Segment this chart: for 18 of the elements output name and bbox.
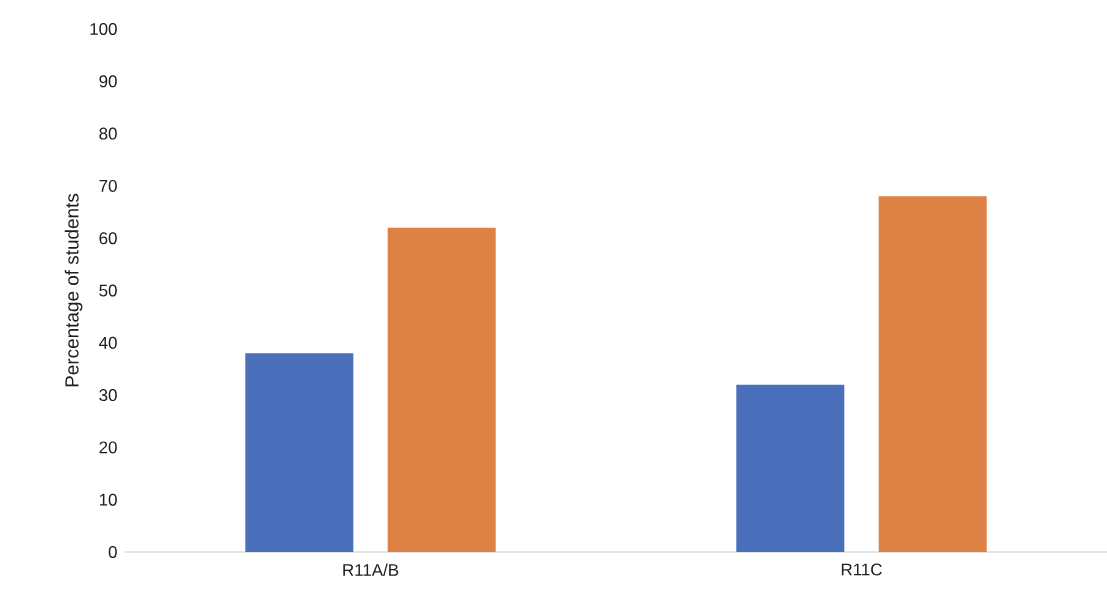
y-tick-label: 10: [99, 493, 117, 506]
x-tick-label: R11C: [841, 563, 882, 576]
y-tick-label: 100: [90, 23, 117, 35]
bar: [878, 196, 987, 552]
x-tick-label: R11A/B: [343, 563, 399, 576]
y-axis-title: Percentage of students: [64, 193, 83, 387]
bar: [387, 227, 496, 552]
bar: [736, 384, 845, 552]
y-tick-label: 50: [99, 284, 117, 297]
y-tick-label: 60: [99, 232, 117, 245]
y-tick-label: 80: [99, 127, 117, 140]
y-tick-label: 30: [99, 389, 117, 402]
y-tick-label: 0: [108, 546, 117, 558]
y-tick-label: 20: [99, 441, 117, 454]
y-tick-label: 90: [99, 75, 117, 88]
y-tick-label: 40: [99, 336, 117, 349]
bar: [245, 353, 354, 552]
y-tick-label: 70: [99, 179, 117, 192]
